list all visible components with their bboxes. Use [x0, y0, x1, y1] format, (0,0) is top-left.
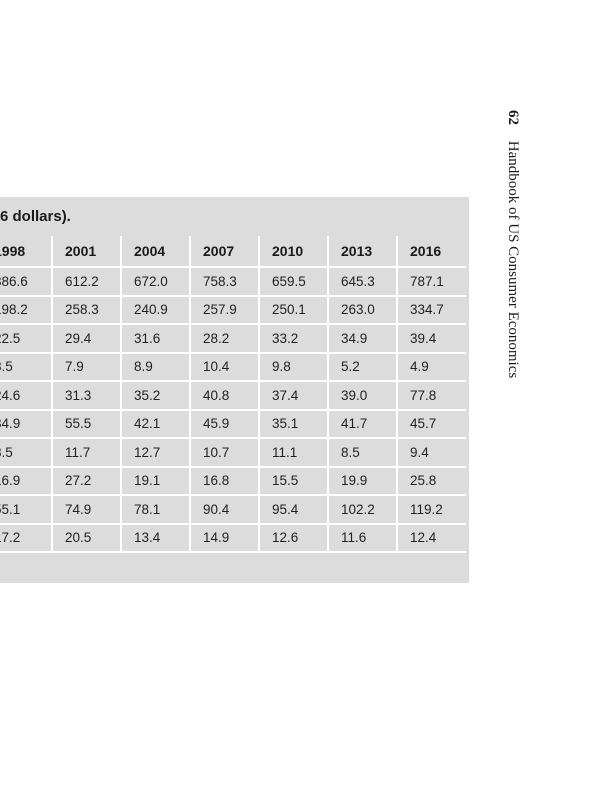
- table-cell: 9.8: [259, 352, 329, 382]
- table-cell: 240.9: [121, 295, 191, 325]
- running-header: 62 Handbook of US Consumer Economics: [504, 110, 521, 378]
- table-cell: 45.9: [190, 409, 260, 439]
- table-cell: 7.9: [52, 352, 122, 382]
- book-title: Handbook of US Consumer Economics: [505, 140, 521, 379]
- table-cell: 15.5: [259, 466, 329, 496]
- table-cell: 612.2: [52, 267, 122, 297]
- table-row: 8.511.712.710.711.18.59.4: [0, 438, 466, 468]
- table-cell: 25.8: [397, 466, 466, 496]
- table-cell: 386.6: [0, 267, 53, 297]
- column-header: 2007: [190, 236, 260, 268]
- table-caption: 6 dollars).: [0, 208, 71, 225]
- table-cell: 659.5: [259, 267, 329, 297]
- table-cell: 78.1: [121, 495, 191, 525]
- table-cell: 55.1: [0, 495, 53, 525]
- table-cell: 10.4: [190, 352, 260, 382]
- table-cell: 45.7: [397, 409, 466, 439]
- table-row: 24.631.335.240.837.439.077.8: [0, 381, 466, 411]
- data-table: 1998200120042007201020132016 386.6612.26…: [0, 236, 466, 553]
- table-cell: 22.5: [0, 324, 53, 354]
- table-cell: 29.4: [52, 324, 122, 354]
- table-cell: 31.3: [52, 381, 122, 411]
- table-cell: 4.9: [397, 352, 466, 382]
- table-row: 34.955.542.145.935.141.745.7: [0, 409, 466, 439]
- table-cell: 9.4: [397, 438, 466, 468]
- table-row: 22.529.431.628.233.234.939.4: [0, 324, 466, 354]
- table-cell: 119.2: [397, 495, 466, 525]
- table-body: 386.6612.2672.0758.3659.5645.3787.1198.2…: [0, 267, 466, 553]
- table-cell: 758.3: [190, 267, 260, 297]
- table-cell: 37.4: [259, 381, 329, 411]
- table-cell: 28.2: [190, 324, 260, 354]
- table-row: 8.57.98.910.49.85.24.9: [0, 352, 466, 382]
- table-cell: 250.1: [259, 295, 329, 325]
- table-cell: 645.3: [328, 267, 398, 297]
- table-cell: 55.5: [52, 409, 122, 439]
- table-cell: 12.4: [397, 523, 466, 553]
- table-cell: 39.0: [328, 381, 398, 411]
- column-header: 2013: [328, 236, 398, 268]
- table-cell: 787.1: [397, 267, 466, 297]
- table-cell: 12.7: [121, 438, 191, 468]
- table-cell: 40.8: [190, 381, 260, 411]
- table-cell: 11.1: [259, 438, 329, 468]
- table-cell: 16.9: [0, 466, 53, 496]
- table-cell: 12.6: [259, 523, 329, 553]
- column-header: 1998: [0, 236, 53, 268]
- table-cell: 198.2: [0, 295, 53, 325]
- column-header: 2004: [121, 236, 191, 268]
- table-cell: 334.7: [397, 295, 466, 325]
- table-cell: 8.5: [328, 438, 398, 468]
- table-cell: 35.1: [259, 409, 329, 439]
- table-cell: 8.5: [0, 438, 53, 468]
- header-row: 1998200120042007201020132016: [0, 236, 466, 268]
- table-cell: 8.5: [0, 352, 53, 382]
- table-cell: 258.3: [52, 295, 122, 325]
- column-header: 2001: [52, 236, 122, 268]
- table-cell: 33.2: [259, 324, 329, 354]
- column-header: 2016: [397, 236, 466, 268]
- table-cell: 672.0: [121, 267, 191, 297]
- table-cell: 263.0: [328, 295, 398, 325]
- table-row: 17.220.513.414.912.611.612.4: [0, 523, 466, 553]
- table-cell: 27.2: [52, 466, 122, 496]
- table-cell: 95.4: [259, 495, 329, 525]
- table-cell: 34.9: [0, 409, 53, 439]
- table-cell: 77.8: [397, 381, 466, 411]
- table-cell: 35.2: [121, 381, 191, 411]
- table-cell: 34.9: [328, 324, 398, 354]
- table-cell: 14.9: [190, 523, 260, 553]
- table-cell: 5.2: [328, 352, 398, 382]
- table-cell: 11.6: [328, 523, 398, 553]
- table-cell: 90.4: [190, 495, 260, 525]
- table-cell: 8.9: [121, 352, 191, 382]
- table-cell: 20.5: [52, 523, 122, 553]
- table-cell: 257.9: [190, 295, 260, 325]
- table-cell: 13.4: [121, 523, 191, 553]
- page-number: 62: [505, 110, 521, 125]
- table-cell: 10.7: [190, 438, 260, 468]
- table-cell: 42.1: [121, 409, 191, 439]
- table-cell: 41.7: [328, 409, 398, 439]
- table-cell: 39.4: [397, 324, 466, 354]
- table-cell: 24.6: [0, 381, 53, 411]
- table-row: 16.927.219.116.815.519.925.8: [0, 466, 466, 496]
- table-cell: 19.1: [121, 466, 191, 496]
- table-cell: 17.2: [0, 523, 53, 553]
- table-cell: 11.7: [52, 438, 122, 468]
- table-cell: 16.8: [190, 466, 260, 496]
- table-cell: 102.2: [328, 495, 398, 525]
- table-cell: 31.6: [121, 324, 191, 354]
- table-cell: 74.9: [52, 495, 122, 525]
- table-cell: 19.9: [328, 466, 398, 496]
- column-header: 2010: [259, 236, 329, 268]
